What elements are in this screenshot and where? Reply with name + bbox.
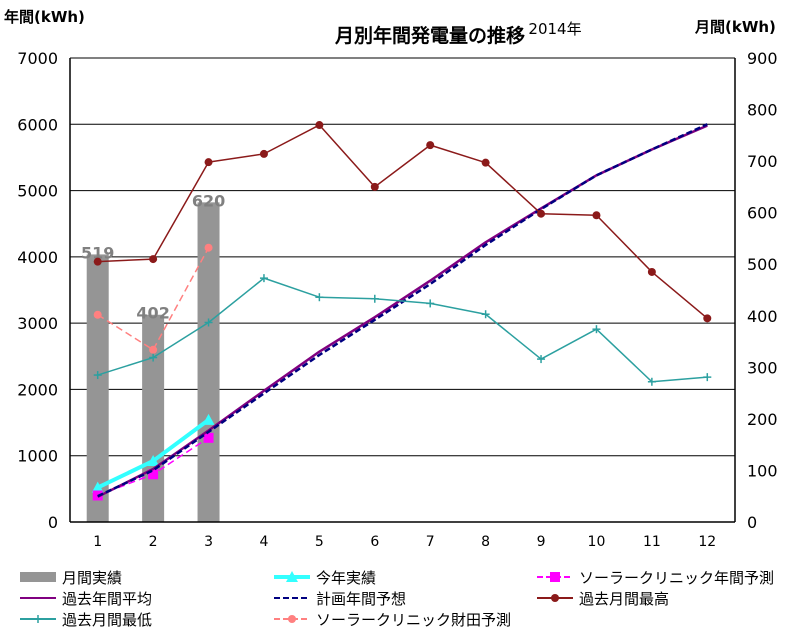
bar-data-label: 620: [192, 191, 225, 210]
right-tick-label: 800: [747, 101, 778, 120]
left-tick-label: 5000: [17, 182, 58, 201]
left-axis-label: 年間(kWh): [4, 8, 85, 26]
right-tick-label: 100: [747, 461, 778, 480]
point-square: [148, 469, 159, 480]
legend-swatch: [274, 571, 310, 582]
legend-item: ソーラークリニック年間予測: [535, 566, 774, 588]
right-tick-label: 700: [747, 152, 778, 171]
point-square: [550, 572, 560, 582]
legend-item: ソーラークリニック財田予測: [272, 608, 511, 630]
left-tick-label: 0: [48, 513, 58, 532]
right-tick-label: 300: [747, 358, 778, 377]
point-circle: [370, 182, 379, 191]
series-line: [97, 124, 708, 319]
lines-group: [91, 121, 712, 501]
legend-label: ソーラークリニック財田予測: [316, 610, 512, 629]
x-tick-label: 4: [259, 534, 268, 550]
point-circle: [93, 257, 102, 266]
legend-swatch: [20, 615, 56, 623]
legend-label: 過去月間最低: [62, 610, 153, 629]
legend-label: 今年実績: [316, 568, 377, 587]
right-tick-label: 900: [747, 49, 778, 68]
x-tick-label: 7: [426, 534, 435, 550]
x-tick-label: 11: [643, 534, 661, 550]
bar: [197, 202, 220, 522]
legend-item: 今年実績: [272, 566, 376, 588]
legend-bar-swatch: [20, 572, 56, 582]
right-tick-label: 500: [747, 255, 778, 274]
legend-swatch: [274, 597, 310, 599]
grid-lines: [70, 57, 735, 457]
chart-title: 月別年間発電量の推移: [334, 24, 525, 47]
chart-subtitle: 2014年: [528, 20, 581, 38]
right-tick-label: 0: [747, 513, 757, 532]
point-circle: [149, 345, 158, 354]
left-tick-label: 4000: [17, 248, 58, 267]
point-circle: [703, 314, 712, 323]
legend-swatch: [274, 615, 310, 623]
series-line: [97, 277, 708, 383]
right-tick-label: 200: [747, 410, 778, 429]
point-circle: [592, 211, 601, 220]
x-tick-label: 6: [370, 534, 379, 550]
right-tick-label: 400: [747, 307, 778, 326]
left-tick-label: 6000: [17, 115, 58, 134]
left-tick-label: 3000: [17, 314, 58, 333]
bar-data-label: 519: [81, 243, 114, 262]
legend-swatch: [537, 594, 573, 602]
legend-item: 過去月間最低: [18, 608, 152, 630]
series-line: [97, 247, 210, 351]
x-tick-label: 3: [204, 534, 213, 550]
bar-data-label: 402: [136, 304, 169, 323]
series-line: [97, 124, 708, 498]
point-triangle: [286, 571, 298, 582]
right-axis-label: 月間(kWh): [694, 18, 776, 36]
axes-group: 0 1000 2000 3000 4000 5000 6000 7000 0 100 200 300 4…: [17, 49, 777, 550]
x-tick-label: 2: [149, 534, 158, 550]
legend-label: 過去年間平均: [62, 589, 153, 608]
legend-label: ソーラークリニック年間予測: [579, 568, 775, 587]
legend-swatch: [20, 572, 56, 582]
legend-item: 過去月間最高: [535, 587, 669, 609]
x-tick-label: 10: [588, 534, 606, 550]
bar: [86, 254, 109, 522]
point-circle: [481, 158, 490, 167]
left-tick-label: 7000: [17, 49, 58, 68]
legend-item: 計画年間予想: [272, 587, 406, 609]
point-circle: [93, 310, 102, 319]
point-square: [203, 432, 214, 443]
legend-item: 過去年間平均: [18, 587, 152, 609]
legend-label: 月間実績: [62, 568, 123, 587]
x-tick-label: 9: [537, 534, 546, 550]
point-triangle: [147, 454, 160, 466]
point-circle: [537, 209, 546, 218]
legend-swatch: [537, 572, 573, 582]
x-tick-label: 5: [315, 534, 324, 550]
point-circle: [204, 158, 213, 167]
x-tick-label: 1: [93, 534, 102, 550]
point-triangle: [91, 481, 104, 493]
point-circle: [259, 149, 268, 158]
point-triangle: [202, 413, 215, 425]
x-tick-label: 12: [698, 534, 716, 550]
left-tick-label: 2000: [17, 380, 58, 399]
legend-label: 過去月間最高: [579, 589, 670, 608]
point-circle: [551, 594, 559, 602]
point-circle: [204, 243, 213, 252]
series-line: [97, 123, 708, 498]
point-circle: [288, 615, 296, 623]
point-circle: [647, 267, 656, 276]
legend-swatch: [20, 597, 56, 599]
point-circle: [426, 141, 435, 150]
legend: 月間実績 今年実績 ソーラークリニック年間予測過去年間平均 計画年間予想 過去月間最高過…: [0, 566, 800, 632]
legend-item: 月間実績: [18, 566, 122, 588]
left-tick-label: 1000: [17, 447, 58, 466]
right-tick-label: 600: [747, 204, 778, 223]
legend-label: 計画年間予想: [316, 589, 407, 608]
x-tick-label: 8: [481, 534, 490, 550]
point-circle: [315, 121, 324, 130]
point-circle: [149, 255, 158, 264]
